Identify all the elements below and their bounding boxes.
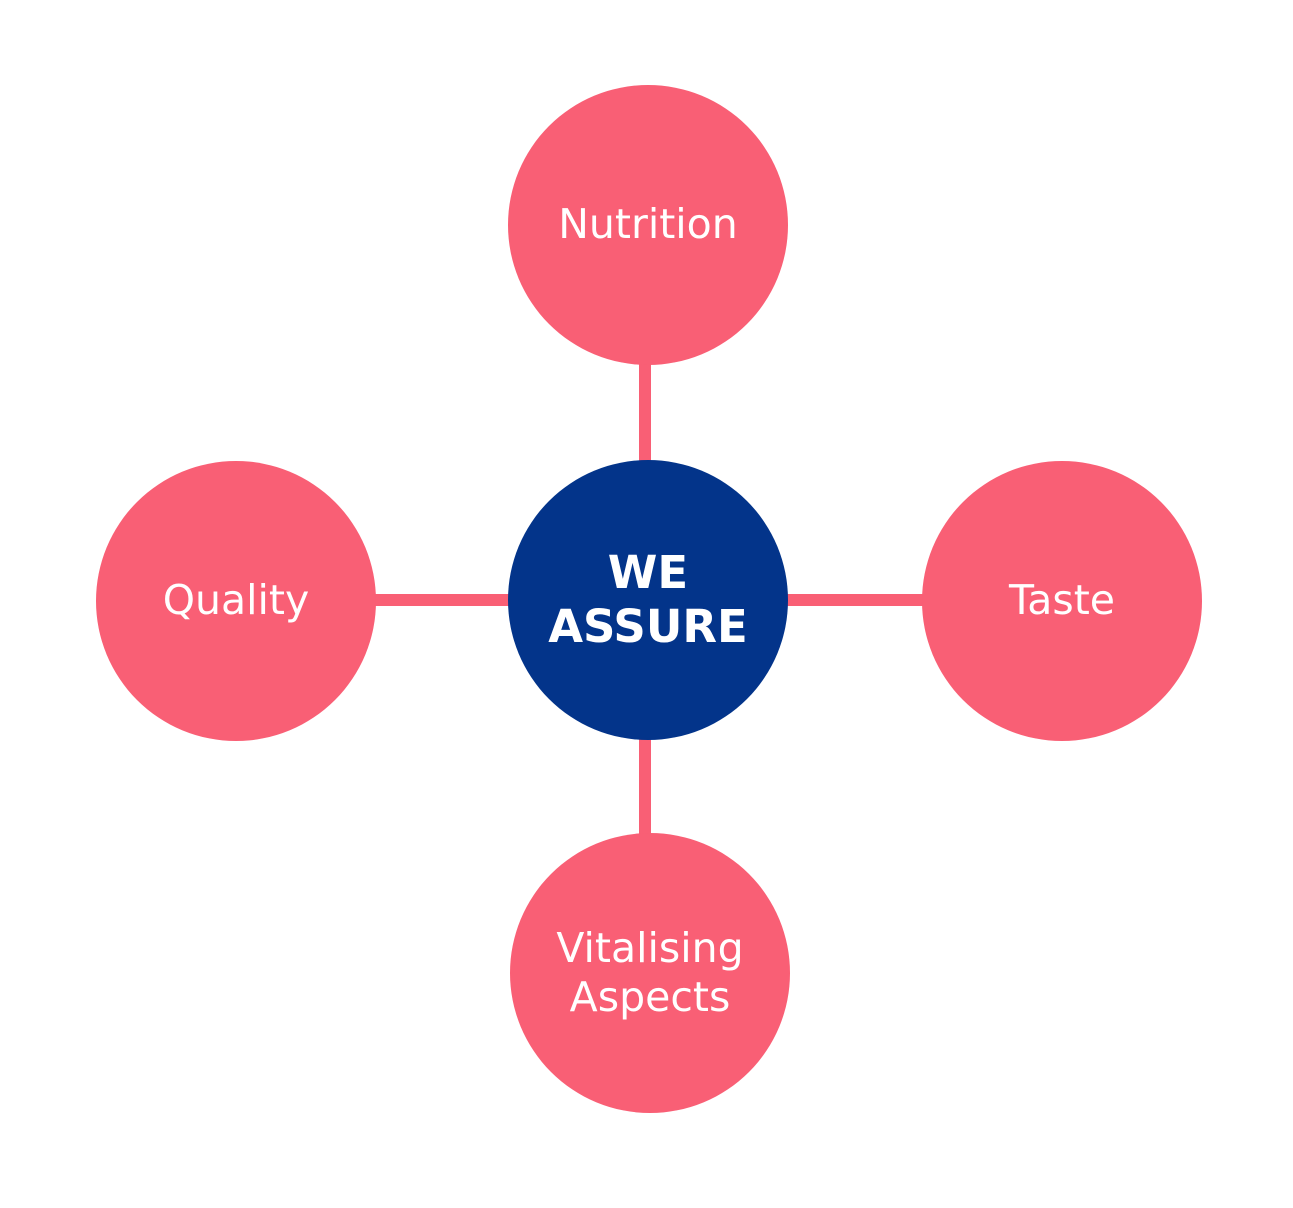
node-quality: Quality xyxy=(96,461,376,741)
center-label: WE ASSURE xyxy=(548,546,748,653)
connector-right xyxy=(777,594,929,606)
node-nutrition: Nutrition xyxy=(508,85,788,365)
connector-left xyxy=(369,594,518,606)
center-node: WE ASSURE xyxy=(508,460,788,740)
node-taste: Taste xyxy=(922,461,1202,741)
connector-top xyxy=(639,362,651,474)
node-label-quality: Quality xyxy=(162,576,310,625)
node-vitalising-aspects: Vitalising Aspects xyxy=(510,833,790,1113)
node-label-taste: Taste xyxy=(1008,576,1116,625)
node-label-nutrition: Nutrition xyxy=(558,200,738,249)
node-label-vitalising-aspects: Vitalising Aspects xyxy=(556,923,744,1021)
connector-bottom xyxy=(639,730,651,850)
